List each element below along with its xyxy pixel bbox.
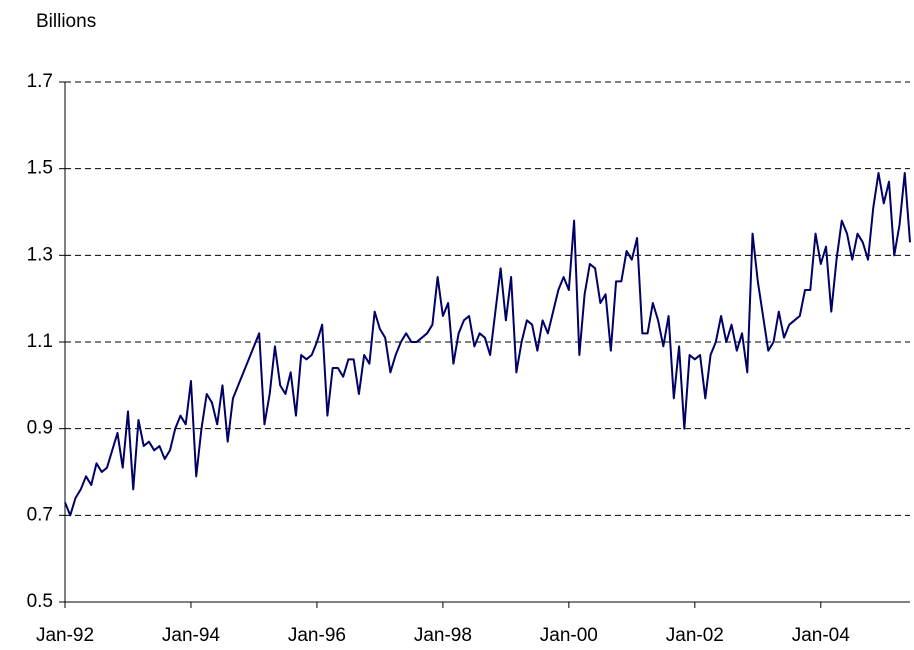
x-tick-label: Jan-92 — [36, 625, 94, 646]
y-tick-label: 1.1 — [27, 331, 53, 352]
y-tick-label: 0.5 — [27, 591, 53, 612]
y-tick-label: 0.7 — [27, 504, 53, 525]
x-tick-label: Jan-94 — [162, 625, 221, 646]
y-tick-label: 1.3 — [27, 244, 53, 265]
y-tick-label: 1.7 — [27, 71, 53, 92]
y-tick-label: 1.5 — [27, 158, 53, 179]
x-tick-label: Jan-96 — [288, 625, 346, 646]
x-tick-label: Jan-00 — [540, 625, 598, 646]
data-line — [64, 172, 911, 517]
y-tick-label: 0.9 — [27, 418, 53, 439]
y-axis-label: Billions — [36, 11, 96, 32]
x-tick-label: Jan-98 — [414, 625, 472, 646]
x-tick-label: Jan-04 — [792, 625, 851, 646]
x-tick-label: Jan-02 — [666, 625, 724, 646]
